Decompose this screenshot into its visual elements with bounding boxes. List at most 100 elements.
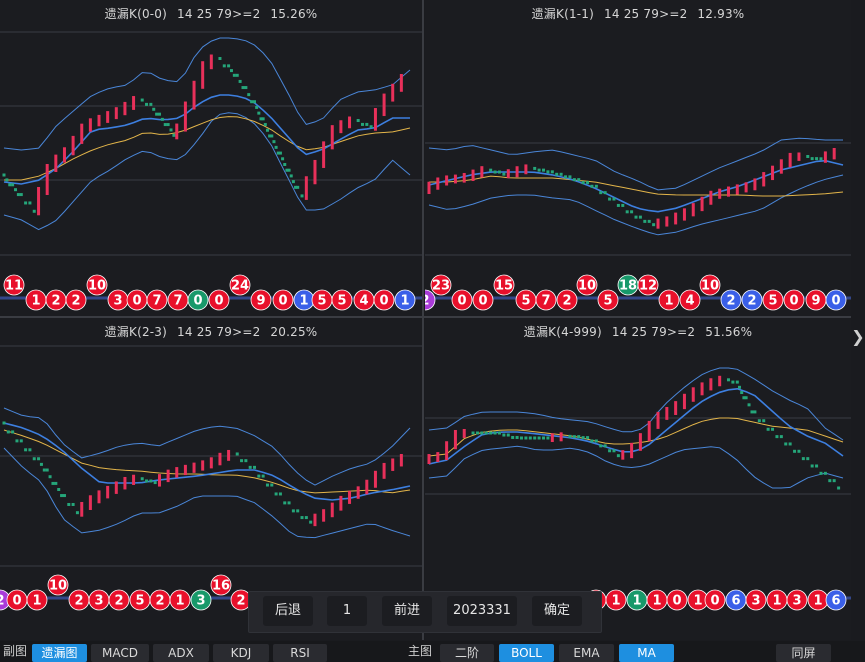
step-input[interactable]: 1 [327, 596, 367, 626]
miss-ball-label: 6 [831, 594, 840, 609]
miss-ball [493, 274, 515, 296]
miss-ball-label: 5 [317, 294, 326, 309]
candle-down [28, 448, 32, 452]
candle-down [281, 157, 285, 161]
miss-ball-label: 0 [672, 594, 681, 609]
candle-down [155, 112, 159, 116]
tab-kdj[interactable]: KDJ [213, 644, 269, 662]
tab-adx[interactable]: ADX [153, 644, 209, 662]
tab-ema[interactable]: EMA [559, 644, 614, 662]
candle-down [60, 494, 64, 498]
tab-boll[interactable]: BOLL [499, 644, 554, 662]
candle-up [192, 80, 196, 110]
candle-down [652, 223, 656, 227]
tab-miss-chart[interactable]: 遗漏图 [32, 644, 87, 662]
candle-down [24, 448, 28, 452]
candle-up [209, 54, 213, 70]
candle-down [775, 435, 779, 439]
miss-ball [430, 274, 452, 296]
candle-down [779, 435, 783, 439]
tab-second-order[interactable]: 二阶 [440, 644, 494, 662]
candle-up [471, 169, 475, 181]
candle-down [291, 509, 295, 513]
chevron-right-icon[interactable]: ❯ [851, 327, 865, 346]
candle-down [533, 436, 537, 440]
k-line-chart: 201102325213162 [0, 345, 422, 611]
vertical-divider [422, 0, 424, 640]
candle-down [283, 163, 287, 167]
forward-button[interactable]: 前进 [382, 596, 432, 626]
period-navigation: 后退 1 前进 2023331 确定 [248, 591, 602, 633]
candle-down [740, 391, 744, 395]
candle-down [11, 183, 15, 187]
candle-down [8, 183, 12, 187]
miss-ball-label: 0 [379, 294, 388, 309]
ma-short-line [3, 422, 411, 501]
tab-macd[interactable]: MACD [91, 644, 149, 662]
candle-down [278, 151, 282, 155]
candle-down [577, 435, 581, 439]
candle-down [480, 431, 484, 435]
candle-up [506, 169, 510, 179]
miss-ball-label: 2 [0, 594, 5, 609]
boll-upper-line [3, 37, 411, 151]
fullscreen-button[interactable]: 同屏 [776, 644, 831, 662]
miss-ball-label: 1 [772, 594, 781, 609]
miss-ball-label: 2 [562, 294, 571, 309]
candle-down [559, 172, 563, 176]
candle-up [175, 123, 179, 140]
candle-down [542, 436, 546, 440]
miss-ball-label: 10 [578, 279, 596, 294]
miss-ball-label: 3 [792, 594, 801, 609]
back-button[interactable]: 后退 [263, 596, 313, 626]
confirm-button[interactable]: 确定 [532, 596, 582, 626]
horizontal-divider [0, 316, 851, 318]
panel-title: 遗漏K(0-0) 14 25 79>=2 15.26% [104, 7, 318, 21]
candle-down [149, 102, 153, 106]
candle-down [57, 487, 61, 491]
miss-ball [605, 589, 627, 611]
candle-down [819, 471, 823, 475]
candle-down [564, 175, 568, 179]
candle-up [183, 464, 187, 476]
tab-ma[interactable]: MA [619, 644, 674, 662]
miss-ball [699, 274, 721, 296]
miss-ball-label: 5 [337, 294, 346, 309]
candle-down [289, 174, 293, 178]
chart-panel-4-999[interactable]: 遗漏K(4-999)14 25 79>=251.56% 511101063131… [425, 318, 851, 640]
chart-panel-0-0[interactable]: 遗漏K(0-0) 14 25 79>=2 15.26% 11 1 2 2 10 3 0 7 7 0 0 2… [0, 0, 422, 316]
tab-rsi[interactable]: RSI [273, 644, 327, 662]
candle-down [296, 509, 300, 513]
candle-down [735, 380, 739, 384]
candle-down [285, 168, 289, 172]
miss-ball [720, 289, 742, 311]
candle-down [594, 439, 598, 443]
miss-ball-label: 5 [603, 294, 612, 309]
period-input[interactable]: 2023331 [447, 596, 517, 626]
miss-ball-label: 2 [71, 294, 80, 309]
candle-down [257, 111, 261, 115]
candle-up [322, 509, 326, 522]
candle-down [742, 396, 746, 400]
candle-up [445, 175, 449, 186]
ma-long-line [4, 116, 411, 181]
candle-up [330, 125, 334, 150]
miss-ball-label: 0 [831, 294, 840, 309]
candle-up [462, 172, 466, 183]
candle-down [537, 436, 541, 440]
miss-ball-label: 24 [231, 279, 249, 294]
candle-down [762, 419, 766, 423]
miss-ball-label: 18 [619, 279, 637, 294]
candle-up [382, 462, 386, 479]
candle-down [577, 178, 581, 182]
sub-chart-label: 副图 [3, 644, 28, 658]
chart-panel-1-1[interactable]: 遗漏K(1-1)14 25 79>=212.93% 22300155721051… [425, 0, 851, 316]
miss-ball [658, 289, 680, 311]
candle-down [810, 464, 814, 468]
chart-panel-2-3[interactable]: 遗漏K(2-3)14 25 79>=220.25% 20110232521316… [0, 318, 422, 640]
miss-ball [169, 589, 191, 611]
candle-up [71, 135, 75, 156]
candle-down [140, 477, 144, 481]
miss-ball-label: 4 [685, 294, 694, 309]
candle-down [815, 157, 819, 161]
